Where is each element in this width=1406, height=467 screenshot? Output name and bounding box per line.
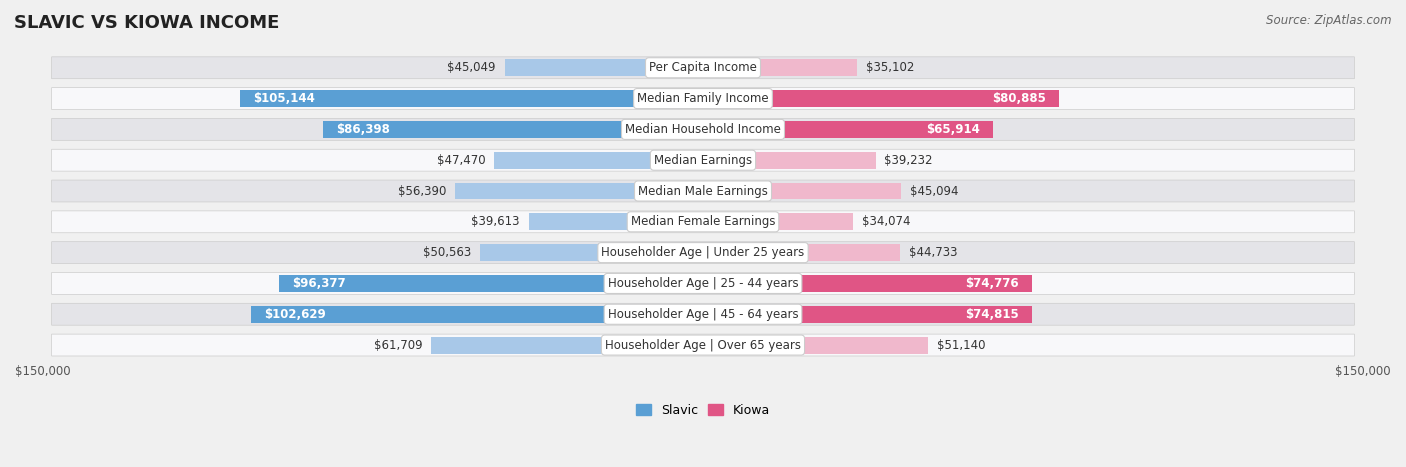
Bar bbox=[240, 90, 703, 107]
Bar bbox=[703, 275, 1032, 292]
Text: $61,709: $61,709 bbox=[374, 339, 423, 352]
Text: $105,144: $105,144 bbox=[253, 92, 315, 105]
Text: Source: ZipAtlas.com: Source: ZipAtlas.com bbox=[1267, 14, 1392, 27]
FancyBboxPatch shape bbox=[52, 57, 1354, 79]
Bar bbox=[703, 183, 901, 199]
Text: $80,885: $80,885 bbox=[991, 92, 1046, 105]
Bar bbox=[323, 121, 703, 138]
Bar bbox=[252, 306, 703, 323]
Bar bbox=[481, 244, 703, 261]
Text: $50,563: $50,563 bbox=[423, 246, 471, 259]
Text: $39,232: $39,232 bbox=[884, 154, 934, 167]
Text: Median Earnings: Median Earnings bbox=[654, 154, 752, 167]
FancyBboxPatch shape bbox=[52, 119, 1354, 140]
Bar bbox=[494, 152, 703, 169]
Bar bbox=[703, 337, 928, 354]
Text: $86,398: $86,398 bbox=[336, 123, 389, 136]
Bar bbox=[703, 213, 853, 230]
Text: $51,140: $51,140 bbox=[936, 339, 986, 352]
Bar bbox=[505, 59, 703, 76]
Text: $74,815: $74,815 bbox=[966, 308, 1019, 321]
Text: $96,377: $96,377 bbox=[292, 277, 346, 290]
Text: $35,102: $35,102 bbox=[866, 61, 915, 74]
Legend: Slavic, Kiowa: Slavic, Kiowa bbox=[631, 399, 775, 422]
Text: $45,049: $45,049 bbox=[447, 61, 496, 74]
Text: $102,629: $102,629 bbox=[264, 308, 326, 321]
Bar bbox=[529, 213, 703, 230]
Text: $45,094: $45,094 bbox=[910, 184, 959, 198]
FancyBboxPatch shape bbox=[52, 303, 1354, 325]
Text: $39,613: $39,613 bbox=[471, 215, 520, 228]
Bar bbox=[703, 121, 993, 138]
Bar bbox=[703, 306, 1032, 323]
Text: $47,470: $47,470 bbox=[437, 154, 485, 167]
Text: $34,074: $34,074 bbox=[862, 215, 910, 228]
Text: $56,390: $56,390 bbox=[398, 184, 446, 198]
Bar bbox=[703, 59, 858, 76]
Text: Householder Age | Over 65 years: Householder Age | Over 65 years bbox=[605, 339, 801, 352]
Bar bbox=[703, 152, 876, 169]
FancyBboxPatch shape bbox=[52, 242, 1354, 263]
Text: Householder Age | Under 25 years: Householder Age | Under 25 years bbox=[602, 246, 804, 259]
Bar bbox=[703, 90, 1059, 107]
Bar bbox=[703, 244, 900, 261]
Bar bbox=[432, 337, 703, 354]
Text: Median Family Income: Median Family Income bbox=[637, 92, 769, 105]
FancyBboxPatch shape bbox=[52, 88, 1354, 110]
FancyBboxPatch shape bbox=[52, 149, 1354, 171]
Bar bbox=[278, 275, 703, 292]
FancyBboxPatch shape bbox=[52, 180, 1354, 202]
Text: $74,776: $74,776 bbox=[966, 277, 1019, 290]
Text: Median Male Earnings: Median Male Earnings bbox=[638, 184, 768, 198]
Text: Householder Age | 45 - 64 years: Householder Age | 45 - 64 years bbox=[607, 308, 799, 321]
Text: $44,733: $44,733 bbox=[908, 246, 957, 259]
Bar bbox=[454, 183, 703, 199]
Text: Median Female Earnings: Median Female Earnings bbox=[631, 215, 775, 228]
Text: $65,914: $65,914 bbox=[927, 123, 980, 136]
FancyBboxPatch shape bbox=[52, 334, 1354, 356]
Text: Per Capita Income: Per Capita Income bbox=[650, 61, 756, 74]
Text: Householder Age | 25 - 44 years: Householder Age | 25 - 44 years bbox=[607, 277, 799, 290]
Text: SLAVIC VS KIOWA INCOME: SLAVIC VS KIOWA INCOME bbox=[14, 14, 280, 32]
Text: Median Household Income: Median Household Income bbox=[626, 123, 780, 136]
FancyBboxPatch shape bbox=[52, 273, 1354, 294]
FancyBboxPatch shape bbox=[52, 211, 1354, 233]
